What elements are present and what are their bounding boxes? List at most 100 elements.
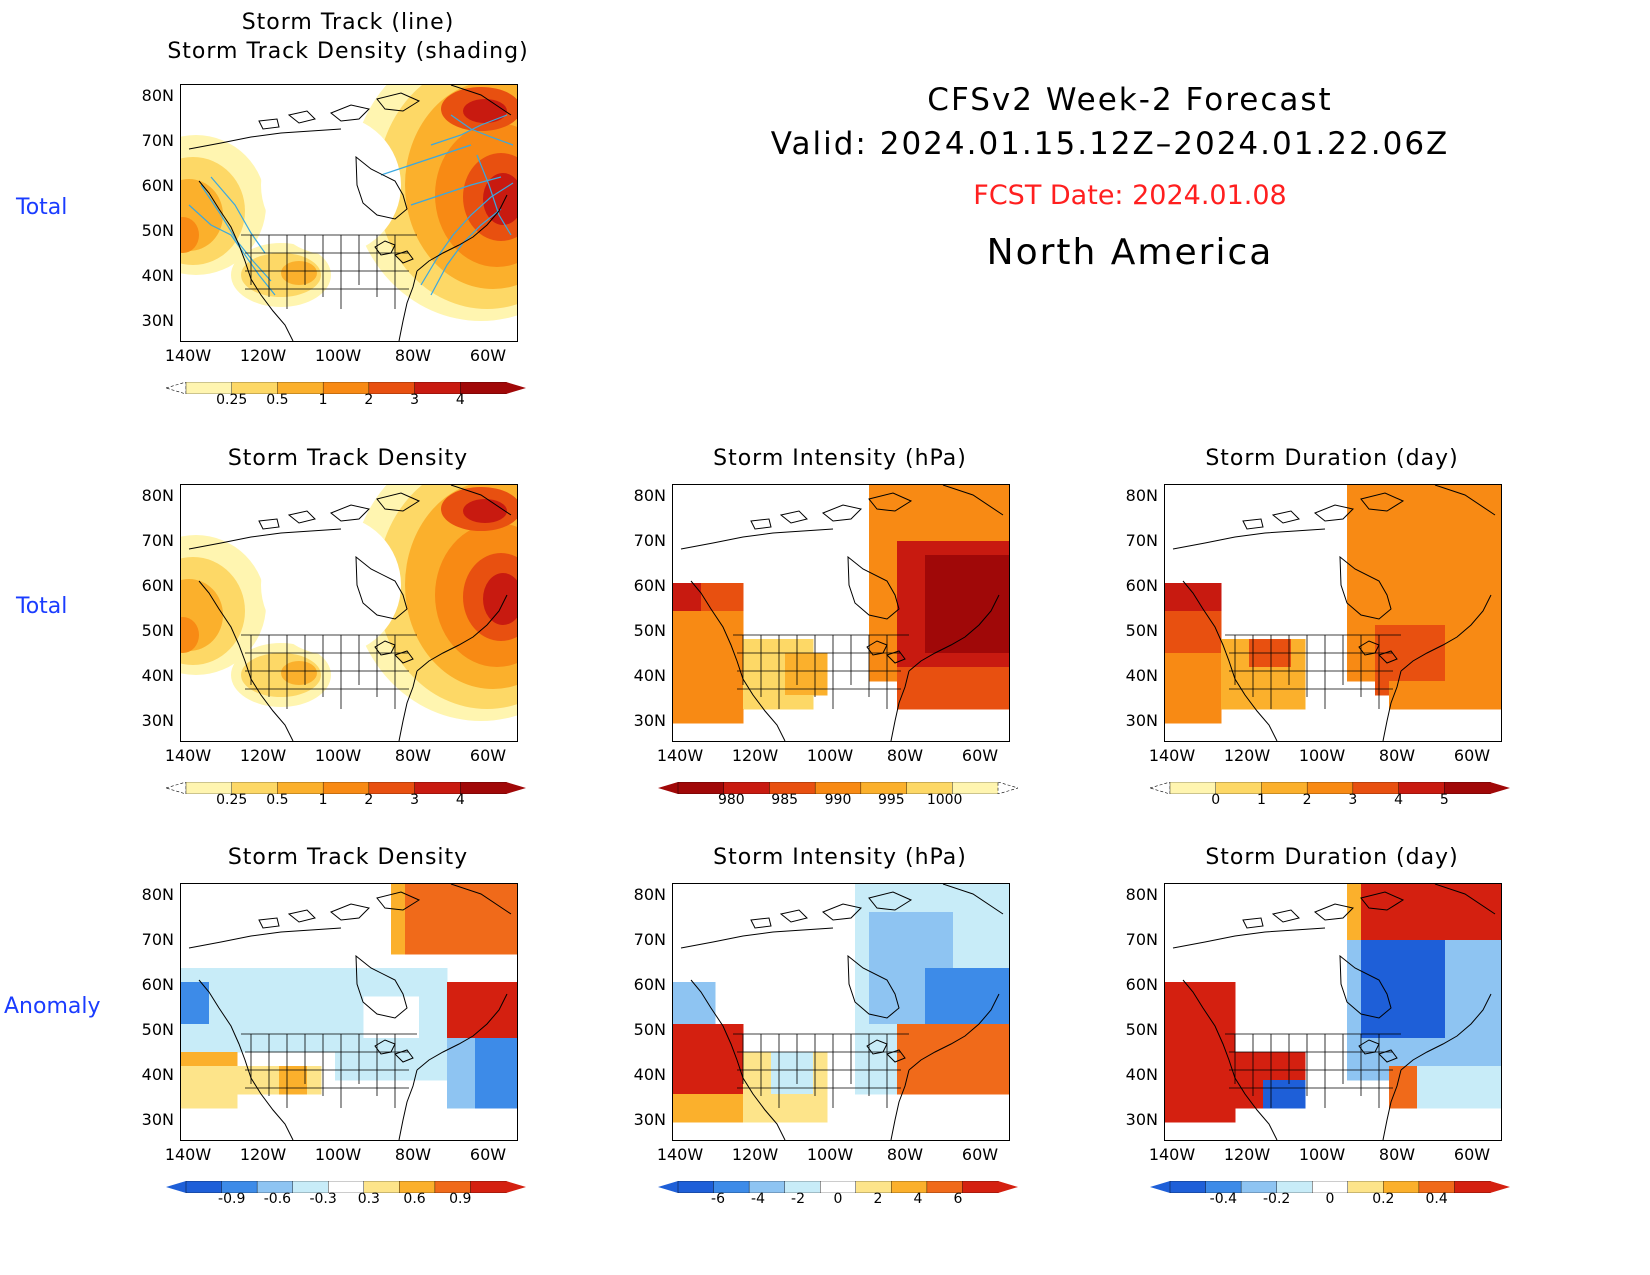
lon-tick-label: 100W [314,346,362,365]
colorbar-label: 3 [1348,792,1358,808]
row-label-total-2: Total [16,594,68,619]
colorbar-left-arrow [166,382,187,394]
map-canvas [181,485,517,741]
colorbar-label: 4 [1394,792,1404,808]
lat-tick-label: 60N [1125,576,1158,595]
lon-tick-label: 100W [1298,746,1346,765]
lat-tick-label: 50N [633,1020,666,1039]
map-frame [180,484,518,742]
coastline-outline [680,485,1004,741]
map-canvas [181,884,517,1140]
state-borders [241,1033,417,1108]
lat-tick-label: 80N [633,885,666,904]
lon-tick-label: 120W [1223,1145,1271,1164]
shading-field [1165,884,1501,1123]
row-label-total-1: Total [16,195,68,220]
lat-tick-label: 60N [141,975,174,994]
lat-tick-label: 40N [141,1065,174,1084]
colorbar [166,382,526,394]
colorbar-label: 1 [318,392,328,408]
colorbar-swatches [1150,1181,1510,1193]
lon-tick-label: 120W [1223,746,1271,765]
region-name: North America [986,232,1274,273]
lat-tick-label: 30N [633,1110,666,1129]
colorbar-left-arrow [1150,782,1171,794]
lon-tick-label: 140W [656,1145,704,1164]
lon-tick-label: 140W [164,746,212,765]
colorbar-label: 0.3 [357,1191,380,1207]
lon-tick-label: 60W [1453,1145,1491,1164]
colorbar-right-arrow [506,782,526,794]
panel-title: Storm Track (line) Storm Track Density (… [167,10,529,64]
lat-tick-label: 50N [141,221,174,240]
colorbar-label: 0 [1325,1191,1335,1207]
colorbar-left-arrow [166,1181,186,1193]
state-borders [241,234,417,309]
colorbar-label: 0.2 [1372,1191,1395,1207]
lat-tick-label: 40N [633,1065,666,1084]
colorbar-swatches [658,1181,1018,1193]
colorbar-left-arrow [1150,1181,1170,1193]
lat-tick-label: 80N [1125,486,1158,505]
lat-tick-label: 70N [141,531,174,550]
colorbar-label: 0.5 [266,392,289,408]
lat-tick-label: 40N [141,666,174,685]
lat-tick-label: 30N [141,311,174,330]
shading-field [1165,485,1501,724]
row-label-anomaly: Anomaly [4,994,101,1019]
lat-tick-label: 70N [141,131,174,150]
panel-title: Storm Intensity (hPa) [713,845,967,870]
lon-tick-label: 120W [239,346,287,365]
lon-tick-label: 140W [164,1145,212,1164]
shading-field [673,884,1009,1123]
panel-title: Storm Track Density [227,446,469,471]
lon-tick-label: 120W [731,746,779,765]
colorbar-left-arrow [658,782,678,794]
lon-tick-label: 60W [469,1145,507,1164]
colorbar-label: 990 [824,792,852,808]
lat-tick-label: 80N [141,885,174,904]
lat-tick-label: 40N [633,666,666,685]
lat-tick-label: 40N [1125,666,1158,685]
colorbar-left-arrow [166,782,187,794]
lon-tick-label: 140W [164,346,212,365]
colorbar-label: -4 [751,1191,765,1207]
lat-tick-label: 60N [633,576,666,595]
colorbar-label: 0.6 [403,1191,426,1207]
colorbar-label: 1 [1256,792,1266,808]
state-borders [733,634,909,709]
lat-tick-label: 50N [633,621,666,640]
map-canvas [673,884,1009,1140]
lat-tick-label: 70N [1125,930,1158,949]
colorbar-label: 3 [410,792,420,808]
panel-title: Storm Duration (day) [1205,446,1459,471]
map-frame [180,84,518,342]
colorbar-label: -0.6 [263,1191,292,1207]
state-borders [1225,1033,1401,1108]
colorbar-right-arrow [506,1181,526,1193]
lat-tick-label: 80N [633,486,666,505]
shading-field [181,485,517,721]
lon-tick-label: 120W [731,1145,779,1164]
lat-tick-label: 60N [633,975,666,994]
lon-tick-label: 100W [806,746,854,765]
lat-tick-label: 50N [141,621,174,640]
lat-tick-label: 80N [141,86,174,105]
map-frame [672,883,1010,1141]
state-borders [1225,634,1401,709]
lon-tick-label: 60W [961,746,999,765]
forecast-title: CFSv2 Week-2 Forecast [927,82,1333,118]
colorbar [658,1181,1018,1193]
panel-title: Storm Intensity (hPa) [713,446,967,471]
colorbar-left-arrow [658,1181,678,1193]
panel-title: Storm Track Density [227,845,469,870]
colorbar-label: 0.25 [216,792,248,808]
colorbar [166,782,526,794]
lon-tick-label: 100W [314,746,362,765]
colorbar-label: 985 [771,792,799,808]
colorbar-right-arrow [1490,1181,1510,1193]
lat-tick-label: 50N [1125,1020,1158,1039]
map-canvas [1165,884,1501,1140]
coastline-outline [680,884,1004,1140]
colorbar-label: -0.3 [309,1191,337,1207]
